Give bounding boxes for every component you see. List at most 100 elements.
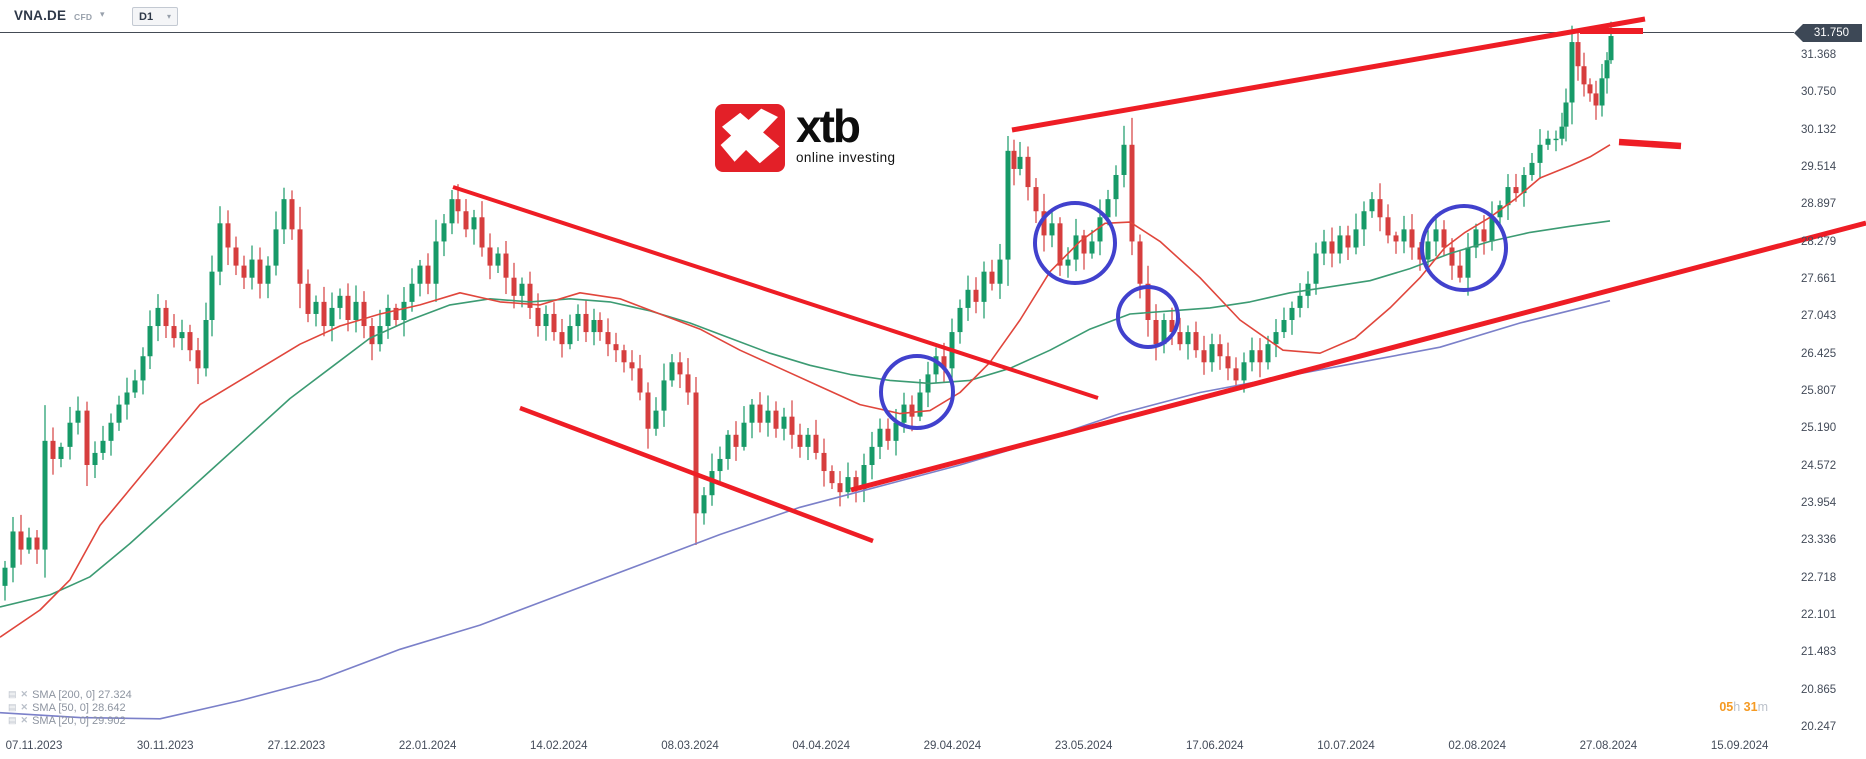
indicator-settings-icon[interactable]: ▤ bbox=[8, 715, 17, 725]
xtb-bird-icon bbox=[720, 108, 780, 164]
date-axis-label: 27.08.2024 bbox=[1579, 740, 1638, 752]
sma-200-line bbox=[0, 299, 1611, 720]
candle bbox=[789, 416, 795, 435]
candle bbox=[1489, 217, 1495, 242]
candle bbox=[42, 440, 48, 550]
instrument-type-label: CFD bbox=[74, 12, 93, 22]
candle bbox=[1041, 211, 1047, 236]
candle bbox=[455, 199, 461, 212]
candle bbox=[92, 452, 98, 466]
candle bbox=[669, 362, 675, 381]
candle bbox=[225, 223, 231, 248]
candle bbox=[449, 199, 455, 224]
candle bbox=[1559, 126, 1565, 139]
candle bbox=[147, 326, 153, 357]
candle bbox=[1563, 102, 1569, 127]
candle bbox=[1281, 319, 1287, 333]
candle bbox=[171, 326, 177, 339]
price-axis-label: 25.190 bbox=[1801, 422, 1837, 435]
indicator-settings-icon[interactable]: ▤ bbox=[8, 702, 17, 712]
candle bbox=[1321, 241, 1327, 254]
candle bbox=[583, 313, 589, 333]
symbol-dropdown-caret-icon[interactable]: ▾ bbox=[100, 9, 105, 19]
candle bbox=[2, 567, 8, 586]
candle bbox=[479, 217, 485, 248]
trend-line[interactable] bbox=[452, 185, 1099, 400]
candle bbox=[511, 277, 517, 296]
trend-line[interactable] bbox=[1618, 138, 1682, 150]
candle bbox=[265, 265, 271, 284]
candle bbox=[132, 380, 138, 393]
candle bbox=[1217, 344, 1223, 357]
date-axis-label: 10.07.2024 bbox=[1317, 740, 1375, 752]
trend-line[interactable] bbox=[519, 405, 874, 544]
indicator-legend-row: ▤ ✕ SMA [50, 0] 28.642 bbox=[8, 701, 132, 714]
countdown-hours-unit: h bbox=[1733, 700, 1741, 714]
candle bbox=[1241, 362, 1247, 381]
trend-line[interactable] bbox=[1011, 16, 1646, 133]
candle bbox=[385, 307, 391, 327]
indicator-remove-icon[interactable]: ✕ bbox=[20, 689, 29, 699]
candle bbox=[613, 344, 619, 351]
indicator-label: SMA [50, 0] 28.642 bbox=[32, 701, 126, 714]
candle bbox=[18, 531, 24, 550]
candle bbox=[249, 259, 255, 278]
candle bbox=[1209, 344, 1215, 363]
candle bbox=[1505, 187, 1511, 206]
candle bbox=[845, 477, 851, 493]
candle bbox=[1513, 187, 1519, 194]
candle bbox=[337, 295, 343, 308]
date-axis-label: 14.02.2024 bbox=[530, 740, 588, 752]
current-price-tag: 31.750 bbox=[1794, 24, 1862, 42]
price-axis-label: 28.897 bbox=[1801, 198, 1837, 211]
date-axis-label: 15.09.2024 bbox=[1710, 740, 1769, 752]
candle bbox=[885, 428, 891, 441]
indicator-remove-icon[interactable]: ✕ bbox=[20, 715, 29, 725]
indicator-label: SMA [20, 0] 29.902 bbox=[32, 714, 126, 727]
candle bbox=[725, 434, 731, 459]
xtb-logo-text: xtb online investing bbox=[796, 103, 896, 172]
price-axis-label: 26.425 bbox=[1801, 347, 1837, 360]
candle bbox=[1249, 350, 1255, 363]
price-axis-label: 28.279 bbox=[1801, 235, 1837, 248]
candle bbox=[757, 404, 763, 423]
indicator-remove-icon[interactable]: ✕ bbox=[20, 702, 29, 712]
candle bbox=[861, 465, 867, 490]
candle bbox=[195, 350, 201, 369]
candle bbox=[1473, 229, 1479, 248]
candle bbox=[1169, 319, 1175, 333]
candle bbox=[1345, 235, 1351, 248]
candle bbox=[116, 404, 122, 423]
candle bbox=[591, 319, 597, 333]
session-countdown: 05h 31m bbox=[1640, 700, 1768, 714]
candle bbox=[1457, 265, 1463, 278]
candle bbox=[1599, 78, 1605, 106]
candle bbox=[393, 307, 399, 320]
highlight-circle[interactable] bbox=[1033, 201, 1117, 285]
symbol-name[interactable]: VNA.DE bbox=[14, 8, 67, 23]
candle bbox=[187, 332, 193, 351]
price-axis-label: 27.661 bbox=[1801, 273, 1837, 286]
candle bbox=[1425, 241, 1431, 260]
candle bbox=[1177, 332, 1183, 345]
xtb-tagline: online investing bbox=[796, 150, 896, 165]
indicator-label: SMA [200, 0] 27.324 bbox=[32, 688, 132, 701]
candle bbox=[1233, 368, 1239, 381]
trend-line[interactable] bbox=[850, 220, 1866, 493]
price-axis-label: 29.514 bbox=[1801, 161, 1837, 174]
candle bbox=[933, 356, 939, 375]
candle bbox=[957, 307, 963, 333]
candle bbox=[629, 362, 635, 369]
candle bbox=[1145, 283, 1151, 320]
highlight-circle[interactable] bbox=[879, 354, 955, 430]
price-axis-label: 20.247 bbox=[1801, 721, 1837, 733]
highlight-circle[interactable] bbox=[1116, 285, 1180, 349]
candle bbox=[1417, 247, 1423, 260]
highlight-circle[interactable] bbox=[1420, 204, 1508, 292]
candle bbox=[441, 223, 447, 242]
candle bbox=[1121, 144, 1127, 175]
date-axis-label: 17.06.2024 bbox=[1186, 740, 1244, 752]
indicator-settings-icon[interactable]: ▤ bbox=[8, 689, 17, 699]
timeframe-dropdown[interactable]: D1 ▾ bbox=[132, 7, 178, 26]
